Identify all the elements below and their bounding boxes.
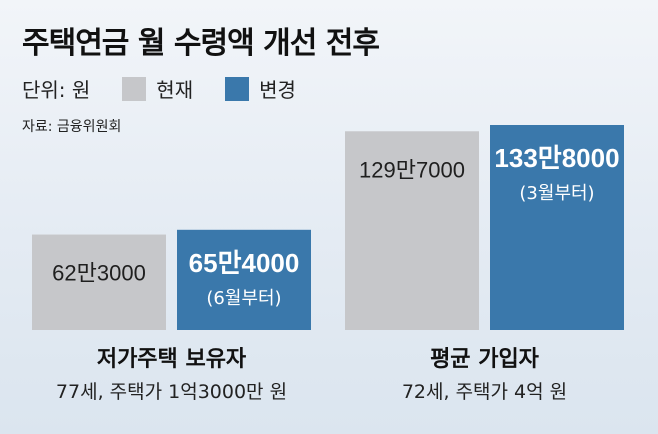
bar-changed-1 (490, 125, 624, 330)
bar-value-label: 129만7000 (359, 157, 465, 182)
legend-swatch-current (122, 76, 147, 101)
bar-value-label: 133만8000 (494, 143, 619, 173)
category-sublabel: 77세, 주택가 1억3000만 원 (56, 381, 287, 403)
legend-label-current: 현재 (156, 78, 194, 102)
legend-item-current: 현재 (122, 74, 193, 103)
legend-label-changed: 변경 (259, 78, 296, 102)
bar-current-1 (345, 131, 479, 330)
category-sublabel: 72세, 주택가 4억 원 (402, 381, 567, 403)
bar-current-0 (32, 234, 166, 330)
legend: 단위: 원 현재 변경 (22, 74, 296, 103)
legend-item-changed: 변경 (225, 74, 296, 103)
category-label: 저가주택 보유자 (97, 347, 247, 372)
unit-label: 단위: 원 (22, 78, 91, 102)
bar-note-label: (6월부터) (206, 288, 281, 309)
source-note: 자료: 금융위원회 (22, 119, 122, 135)
bar-value-label: 62만3000 (52, 261, 146, 286)
bar-value-label: 65만4000 (189, 248, 300, 278)
category-label: 평균 가입자 (430, 347, 540, 372)
legend-swatch-changed (225, 76, 250, 101)
chart-title: 주택연금 월 수령액 개선 전후 (22, 26, 380, 61)
bar-note-label: (3월부터) (519, 183, 594, 204)
bar-changed-0 (177, 229, 311, 330)
